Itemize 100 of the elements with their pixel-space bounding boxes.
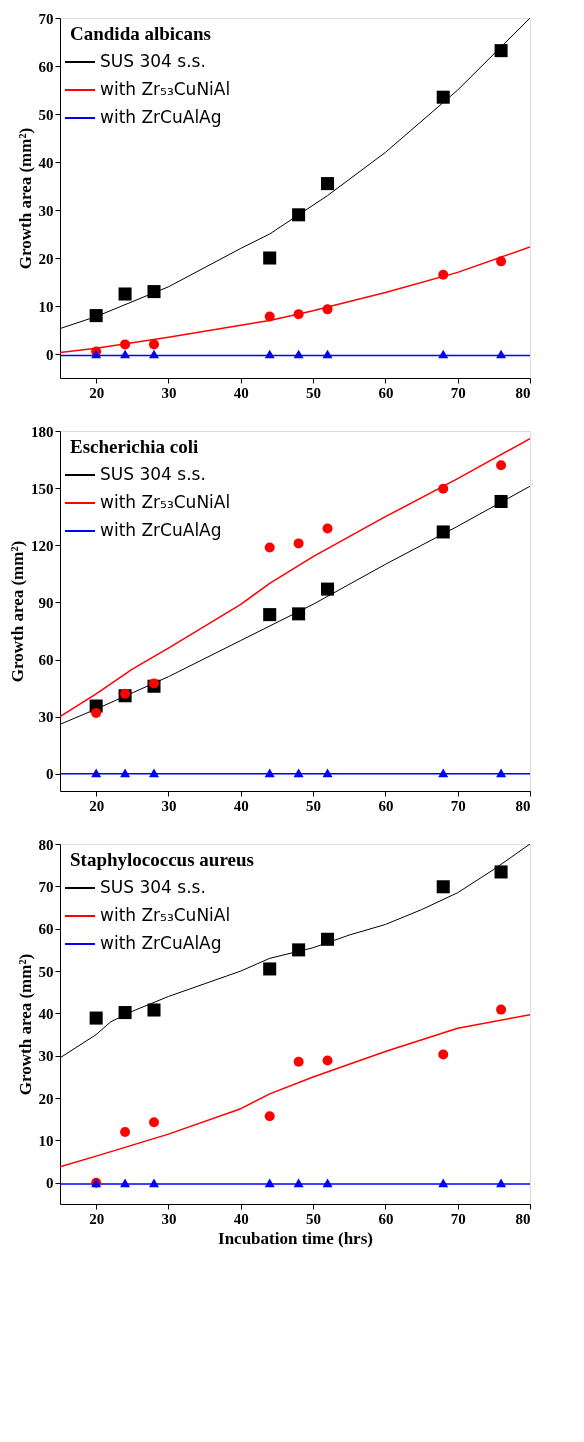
y-tick-label: 60 [38, 652, 54, 669]
y-tick-label: 60 [38, 58, 54, 75]
x-tick-label: 60 [378, 384, 394, 401]
point [438, 768, 449, 778]
point [321, 177, 335, 191]
point [436, 90, 450, 104]
x-tick-label: 50 [306, 384, 322, 401]
point [149, 349, 159, 359]
point [322, 523, 333, 534]
point [438, 1178, 449, 1188]
y-tick-label: 10 [38, 298, 54, 315]
chart-title: Candida albicans [70, 23, 211, 44]
point [264, 349, 275, 359]
legend-label: with ZrCuAlAg [100, 520, 222, 540]
point [264, 1178, 275, 1188]
line-series [60, 437, 530, 718]
y-tick-label: 90 [38, 594, 54, 611]
y-tick-label: 20 [38, 1090, 54, 1107]
x-tick-label: 20 [89, 1210, 105, 1227]
point [263, 608, 277, 622]
point [89, 309, 103, 323]
y-tick-label: 40 [38, 1005, 54, 1022]
point [149, 678, 159, 689]
y-tick-label: 70 [38, 10, 54, 27]
legend-label: SUS 304 s.s. [100, 51, 206, 71]
x-tick-label: 20 [89, 384, 105, 401]
y-tick-label: 180 [31, 423, 54, 440]
x-tick-label: 80 [515, 797, 531, 814]
point [496, 349, 507, 359]
x-tick-label: 50 [306, 797, 322, 814]
point [494, 494, 508, 508]
point [149, 768, 159, 778]
point [322, 1055, 333, 1066]
y-tick-label: 80 [38, 836, 54, 853]
point [293, 349, 304, 359]
point [120, 688, 131, 699]
point [264, 1111, 275, 1122]
point [147, 285, 161, 299]
chart-title: Staphylococcus aureus [70, 849, 254, 870]
point [149, 1178, 159, 1188]
point [436, 525, 450, 539]
point [264, 768, 275, 778]
x-tick-label: 80 [515, 1210, 531, 1227]
point [494, 865, 508, 879]
legend-label: with Zr₅₃CuNiAl [100, 905, 231, 925]
x-tick-label: 20 [89, 797, 105, 814]
point [120, 349, 131, 359]
point [292, 943, 306, 957]
x-axis-title: Incubation time (hrs) [218, 1228, 373, 1248]
x-tick-label: 30 [161, 384, 177, 401]
legend-label: with ZrCuAlAg [100, 107, 222, 127]
point [496, 256, 507, 267]
point [149, 1117, 159, 1128]
point [91, 768, 102, 778]
point [496, 1178, 507, 1188]
x-tick-label: 40 [233, 797, 249, 814]
legend-label: SUS 304 s.s. [100, 877, 206, 897]
x-tick-label: 60 [378, 1210, 394, 1227]
point [438, 269, 449, 280]
point [496, 768, 507, 778]
point [494, 44, 508, 58]
y-tick-label: 30 [38, 709, 54, 726]
x-tick-label: 60 [378, 797, 394, 814]
y-axis-title: Growth area (mm²) [8, 540, 27, 683]
point [438, 1049, 449, 1060]
x-tick-label: 40 [233, 1210, 249, 1227]
point [293, 1178, 304, 1188]
point [322, 1178, 333, 1188]
y-tick-label: 0 [46, 1175, 54, 1192]
y-tick-label: 50 [38, 106, 54, 123]
chart-title: Escherichia coli [70, 436, 199, 457]
point [292, 607, 306, 621]
y-axis-title: Growth area (mm²) [15, 127, 35, 270]
point [293, 538, 304, 549]
x-tick-label: 40 [233, 384, 249, 401]
point [496, 460, 507, 471]
point [149, 339, 159, 350]
y-tick-label: 0 [46, 346, 54, 363]
point [120, 768, 131, 778]
point [322, 768, 333, 778]
point [118, 287, 132, 301]
point [120, 339, 131, 350]
line-series [60, 1013, 530, 1168]
point [322, 349, 333, 359]
y-tick-label: 120 [31, 537, 54, 554]
x-tick-label: 70 [450, 797, 466, 814]
point [91, 707, 102, 718]
point [293, 309, 304, 320]
point [436, 880, 450, 894]
point [438, 483, 449, 494]
y-tick-label: 20 [38, 250, 54, 267]
x-tick-label: 70 [450, 1210, 466, 1227]
x-tick-label: 30 [161, 797, 177, 814]
legend-label: with Zr₅₃CuNiAl [100, 492, 231, 512]
y-tick-label: 50 [38, 963, 54, 980]
point [89, 1011, 103, 1025]
point [264, 311, 275, 322]
y-tick-label: 10 [38, 1132, 54, 1149]
point [292, 208, 306, 222]
y-tick-label: 0 [46, 766, 54, 783]
